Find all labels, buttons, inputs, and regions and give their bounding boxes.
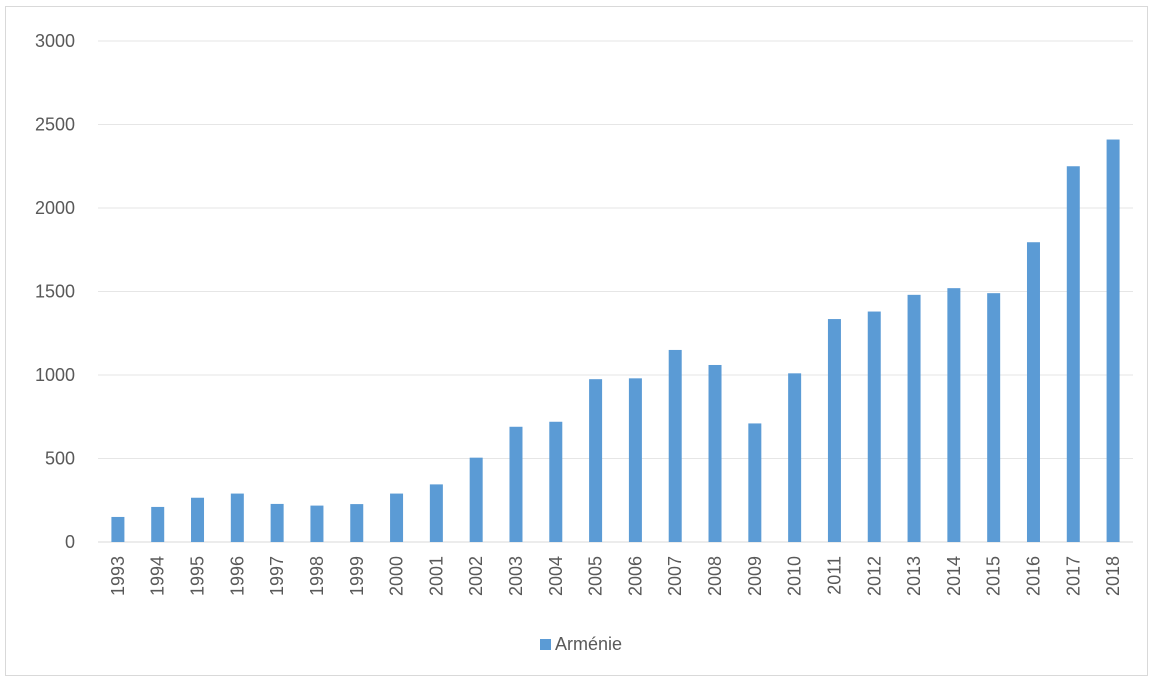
x-tick-label: 2012 (864, 556, 884, 596)
bar-1994 (151, 506, 165, 542)
x-tick-label: 1999 (347, 556, 367, 596)
bar-1999 (350, 504, 364, 542)
x-tick-label: 2000 (387, 556, 407, 596)
bar-1998 (310, 505, 324, 542)
x-tick-label: 2011 (824, 556, 844, 595)
y-axis-ticks: 0 500 1000 1500 2000 2500 3000 (35, 31, 75, 552)
bar-2017 (1066, 166, 1080, 542)
x-tick-label: 1995 (188, 556, 208, 596)
legend: Arménie (540, 634, 622, 654)
bar-2002 (469, 457, 483, 542)
x-tick-label: 2015 (984, 556, 1004, 596)
bar-2013 (907, 294, 921, 542)
x-tick-label: 2018 (1103, 556, 1123, 596)
x-tick-label: 2006 (625, 556, 645, 596)
x-tick-label: 2009 (745, 556, 765, 596)
x-axis-ticks: 1993 1994 1995 1996 1997 1998 1999 2000 2001 2002… (108, 556, 1123, 596)
bar-1993 (111, 516, 125, 542)
x-tick-label: 1998 (307, 556, 327, 596)
x-tick-label: 1997 (267, 556, 287, 596)
x-tick-label: 1993 (108, 556, 128, 596)
bars (111, 139, 1120, 543)
bar-2010 (788, 373, 802, 542)
bar-1996 (230, 493, 244, 542)
x-tick-label: 1996 (227, 556, 247, 596)
bar-2011 (827, 319, 841, 542)
x-tick-label: 2017 (1063, 556, 1083, 596)
x-tick-label: 2013 (904, 556, 924, 596)
bar-2018 (1106, 139, 1120, 542)
bar-2015 (987, 293, 1001, 542)
x-tick-label: 2002 (466, 556, 486, 596)
bar-2016 (1026, 242, 1040, 543)
bar-2009 (748, 423, 762, 542)
y-tick-label: 0 (65, 532, 75, 552)
bar-1997 (270, 503, 284, 542)
x-tick-label: 2001 (426, 556, 446, 596)
x-tick-label: 2003 (506, 556, 526, 596)
x-tick-label: 2014 (944, 556, 964, 596)
bar-2003 (509, 426, 523, 542)
y-tick-label: 2000 (35, 198, 75, 218)
y-tick-label: 1000 (35, 365, 75, 385)
bar-2007 (668, 349, 682, 542)
y-tick-label: 500 (45, 449, 75, 469)
x-tick-label: 2008 (705, 556, 725, 596)
legend-label: Arménie (555, 634, 622, 654)
bar-2001 (429, 484, 443, 542)
x-tick-label: 2016 (1023, 556, 1043, 596)
bar-2008 (708, 364, 722, 542)
x-tick-label: 2004 (546, 556, 566, 596)
bar-2005 (589, 379, 603, 542)
bar-1995 (191, 497, 205, 542)
x-tick-label: 2007 (665, 556, 685, 596)
y-tick-label: 1500 (35, 282, 75, 302)
y-tick-label: 2500 (35, 115, 75, 135)
x-tick-label: 2005 (586, 556, 606, 596)
bar-2004 (549, 421, 563, 542)
x-tick-label: 1994 (148, 556, 168, 596)
bar-2014 (947, 288, 961, 542)
bar-2006 (628, 378, 642, 542)
legend-swatch (540, 639, 551, 650)
x-tick-label: 2010 (785, 556, 805, 596)
bar-2012 (867, 311, 881, 542)
bar-2000 (390, 493, 404, 542)
gridlines (98, 40, 1133, 543)
y-tick-label: 3000 (35, 31, 75, 51)
